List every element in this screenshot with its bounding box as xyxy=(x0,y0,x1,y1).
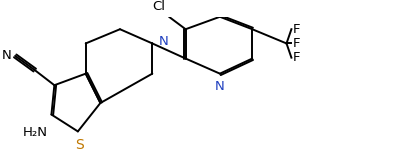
Text: H₂N: H₂N xyxy=(22,126,48,139)
Text: Cl: Cl xyxy=(152,0,165,13)
Text: F: F xyxy=(292,23,300,36)
Text: S: S xyxy=(75,138,84,152)
Text: N: N xyxy=(159,35,169,48)
Text: N: N xyxy=(215,80,225,93)
Text: F: F xyxy=(292,37,300,50)
Text: F: F xyxy=(292,51,300,64)
Text: N: N xyxy=(2,49,11,62)
